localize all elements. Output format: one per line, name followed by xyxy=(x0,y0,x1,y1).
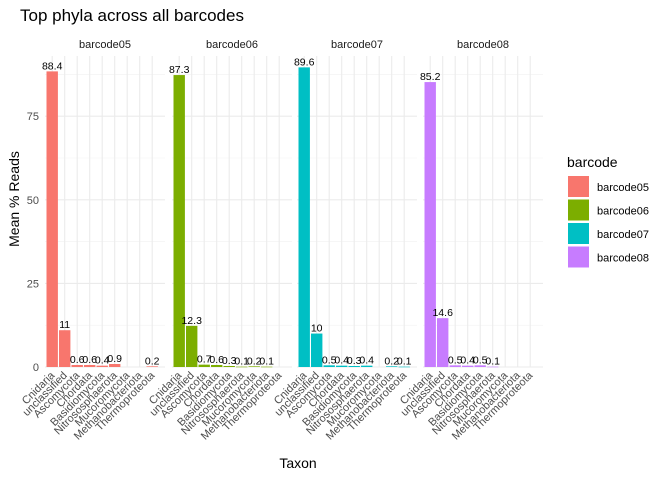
y-tick-label: 50 xyxy=(27,195,39,207)
bar-Cnidaria xyxy=(298,67,310,367)
y-tick-label: 75 xyxy=(27,111,39,123)
facet-panel-barcode08: barcode0885.214.60.50.40.50.1Cnidariaunc… xyxy=(398,39,543,443)
bar-value-label: 0.4 xyxy=(334,355,349,367)
bar-Ascomycota xyxy=(449,365,461,367)
bar-Thermoproteota xyxy=(146,366,158,367)
bar-Methanobacteriota xyxy=(261,366,273,368)
bar-Basidiomycota xyxy=(474,365,486,367)
legend: barcode05 barcode06 barcode07 barcode08 xyxy=(568,176,649,268)
bar-value-label: 0.5 xyxy=(448,354,463,366)
bar-value-label: 0.1 xyxy=(397,356,412,368)
bar-value-label: 10 xyxy=(311,323,323,335)
bar-Ascomycota xyxy=(323,365,335,367)
legend-key-barcode05 xyxy=(568,176,589,197)
bar-value-label: 0.5 xyxy=(473,354,488,366)
bar-value-label: 0.2 xyxy=(145,355,160,367)
bar-value-label: 0.5 xyxy=(322,354,337,366)
bar-Cnidaria xyxy=(46,71,58,367)
facet-strip-label: barcode06 xyxy=(206,39,258,51)
bar-Methanobacteriota xyxy=(386,366,398,367)
facet-strip-label: barcode05 xyxy=(79,39,131,51)
bar-Basidiomycota xyxy=(223,365,235,367)
bar-Chordata xyxy=(84,364,96,367)
bar-Basidiomycota xyxy=(96,365,108,367)
y-tick-label: 25 xyxy=(27,278,39,290)
bar-unclassified xyxy=(59,330,71,367)
bar-value-label: 12.3 xyxy=(181,315,202,327)
bar-Chordata xyxy=(336,365,348,367)
bar-value-label: 0.7 xyxy=(197,354,212,366)
x-axis-title: Taxon xyxy=(279,455,316,471)
bar-value-label: 0.2 xyxy=(384,355,399,367)
bar-value-label: 0.4 xyxy=(460,355,475,367)
bar-value-label: 0.1 xyxy=(485,356,500,368)
legend-key-barcode07 xyxy=(568,223,589,244)
bar-Nitrososphaerota xyxy=(236,366,248,368)
legend-key-barcode06 xyxy=(568,199,589,221)
bar-Nitrososphaerota xyxy=(109,363,121,367)
bar-Chordata xyxy=(462,365,474,367)
bar-Thermoproteota xyxy=(398,366,410,368)
bar-value-label: 11 xyxy=(59,319,70,331)
bar-value-label: 85.2 xyxy=(420,71,441,83)
bar-value-label: 0.4 xyxy=(95,355,110,367)
bar-value-label: 0.3 xyxy=(347,355,362,367)
y-tick-label: 0 xyxy=(33,362,39,374)
bar-value-label: 0.2 xyxy=(247,355,262,367)
bar-value-label: 14.6 xyxy=(432,307,453,319)
bar-value-label: 88.4 xyxy=(42,60,63,72)
bar-value-label: 0.6 xyxy=(209,354,224,366)
bar-Ascomycota xyxy=(71,364,83,367)
bar-Basidiomycota xyxy=(348,365,360,367)
bar-value-label: 0.6 xyxy=(82,354,97,366)
bar-unclassified xyxy=(437,318,449,367)
bar-value-label: 0.4 xyxy=(359,355,374,367)
facet-panel-barcode06: barcode0687.312.30.70.60.30.10.20.1Cnida… xyxy=(147,39,292,443)
bar-Cnidaria xyxy=(424,82,436,368)
bar-value-label: 0.6 xyxy=(70,354,85,366)
facet-strip-label: barcode07 xyxy=(331,39,383,51)
bar-Cnidaria xyxy=(173,75,185,368)
legend-label-barcode06: barcode06 xyxy=(597,206,649,218)
legend-title: barcode xyxy=(567,154,618,170)
bar-value-label: 87.3 xyxy=(169,64,190,76)
chart-title: Top phyla across all barcodes xyxy=(20,6,244,25)
legend-label-barcode08: barcode08 xyxy=(597,253,649,265)
bar-Nitrososphaerota xyxy=(361,365,373,367)
bar-value-label: 89.6 xyxy=(294,56,315,68)
bar-Chordata xyxy=(211,364,223,367)
legend-label-barcode07: barcode07 xyxy=(597,229,649,241)
legend-key-barcode08 xyxy=(568,246,589,268)
bar-Ascomycota xyxy=(198,364,210,367)
y-axis-title: Mean % Reads xyxy=(6,151,22,247)
bar-value-label: 0.3 xyxy=(222,355,237,367)
bar-value-label: 0.1 xyxy=(259,356,274,368)
bar-Nitrososphaerota xyxy=(487,366,499,368)
bar-value-label: 0.9 xyxy=(107,353,122,365)
bar-Mucoromycota xyxy=(248,366,260,367)
bar-unclassified xyxy=(311,333,323,367)
bar-unclassified xyxy=(186,325,198,367)
facet-strip-label: barcode08 xyxy=(457,39,509,51)
legend-label-barcode05: barcode05 xyxy=(597,182,649,194)
bar-value-label: 0.1 xyxy=(234,356,249,368)
